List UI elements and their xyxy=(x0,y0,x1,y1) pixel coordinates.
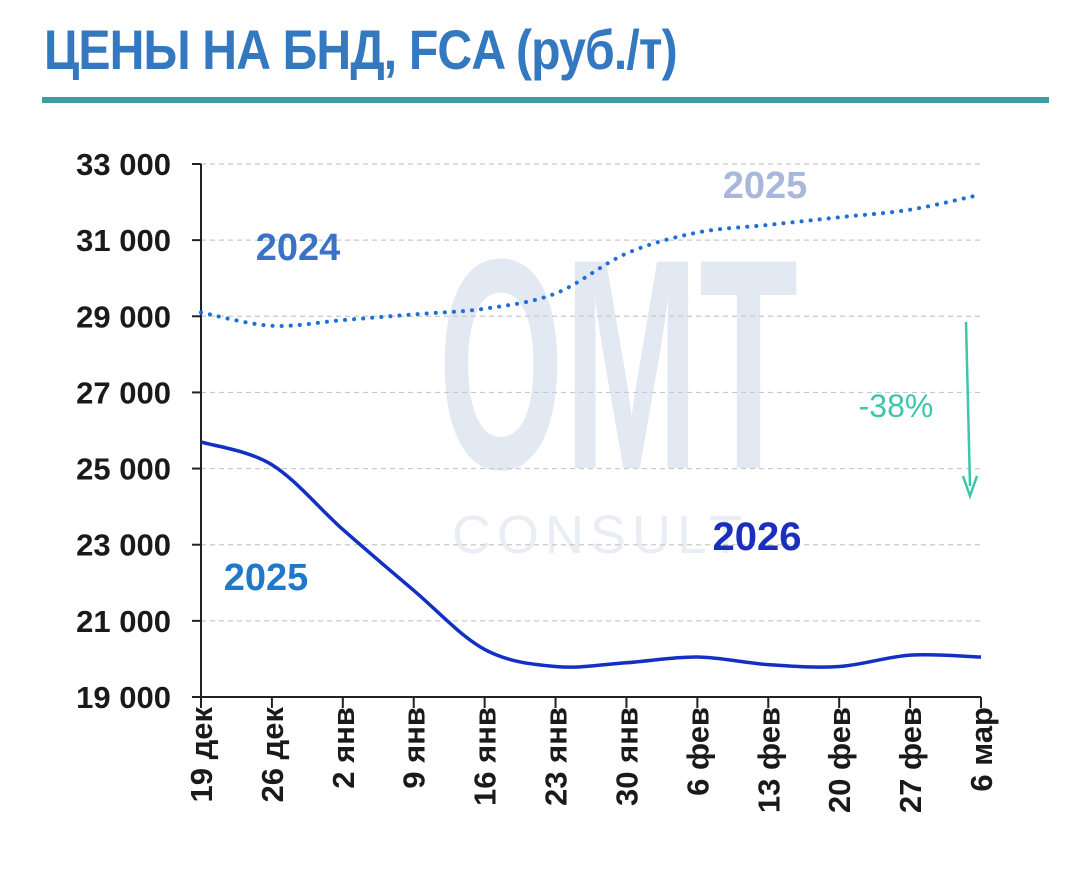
label-2025-bottom: 2025 xyxy=(224,557,309,599)
x-tick-label: 20 фев xyxy=(822,707,857,813)
x-tick-label: 27 фев xyxy=(893,707,928,813)
y-tick-label: 29 000 xyxy=(76,299,171,334)
series-line-solid xyxy=(200,440,982,669)
page-title: ЦЕНЫ НА БНД, FCA (руб./т) xyxy=(44,18,678,81)
svg-text:CONSULT: CONSULT xyxy=(452,505,748,565)
x-tick-label: 9 янв xyxy=(397,707,432,789)
x-tick-label: 16 янв xyxy=(468,707,503,806)
x-tick-label: 23 янв xyxy=(539,707,574,806)
series-lines xyxy=(199,192,983,669)
title-underline xyxy=(42,97,1049,103)
y-tick-labels: 19 000 21 000 23 000 25 000 27 000 29 000 31 0… xyxy=(76,147,201,715)
y-tick-label: 23 000 xyxy=(76,528,171,563)
watermark-logo: OMT CONSULT xyxy=(438,196,798,565)
y-tick-label: 33 000 xyxy=(76,147,171,182)
x-tick-label: 6 мар xyxy=(964,707,999,792)
svg-text:OMT: OMT xyxy=(438,196,798,532)
x-tick-label: 19 дек xyxy=(184,707,219,803)
grid-lines xyxy=(201,163,981,622)
series-line-dotted xyxy=(199,192,983,329)
label-2026: 2026 xyxy=(713,515,802,559)
change-label: -38% xyxy=(859,388,934,424)
y-tick-label: 31 000 xyxy=(76,223,171,258)
label-2025-top: 2025 xyxy=(723,165,808,207)
change-arrow xyxy=(961,321,979,500)
x-tick-label: 6 фев xyxy=(680,707,715,796)
x-tick-label: 30 янв xyxy=(609,707,644,806)
axes xyxy=(200,164,981,698)
y-tick-label: 21 000 xyxy=(76,604,171,639)
y-tick-label: 19 000 xyxy=(76,680,171,715)
x-tick-label: 13 фев xyxy=(751,707,786,813)
label-2024: 2024 xyxy=(256,227,341,269)
x-tick-labels: 19 дек 26 дек 2 янв 9 янв 16 янв 23 янв 30 янв… xyxy=(184,697,999,813)
x-tick-label: 26 дек xyxy=(255,707,290,803)
x-tick-label: 2 янв xyxy=(326,707,361,789)
y-tick-label: 27 000 xyxy=(76,375,171,410)
y-tick-label: 25 000 xyxy=(76,452,171,487)
